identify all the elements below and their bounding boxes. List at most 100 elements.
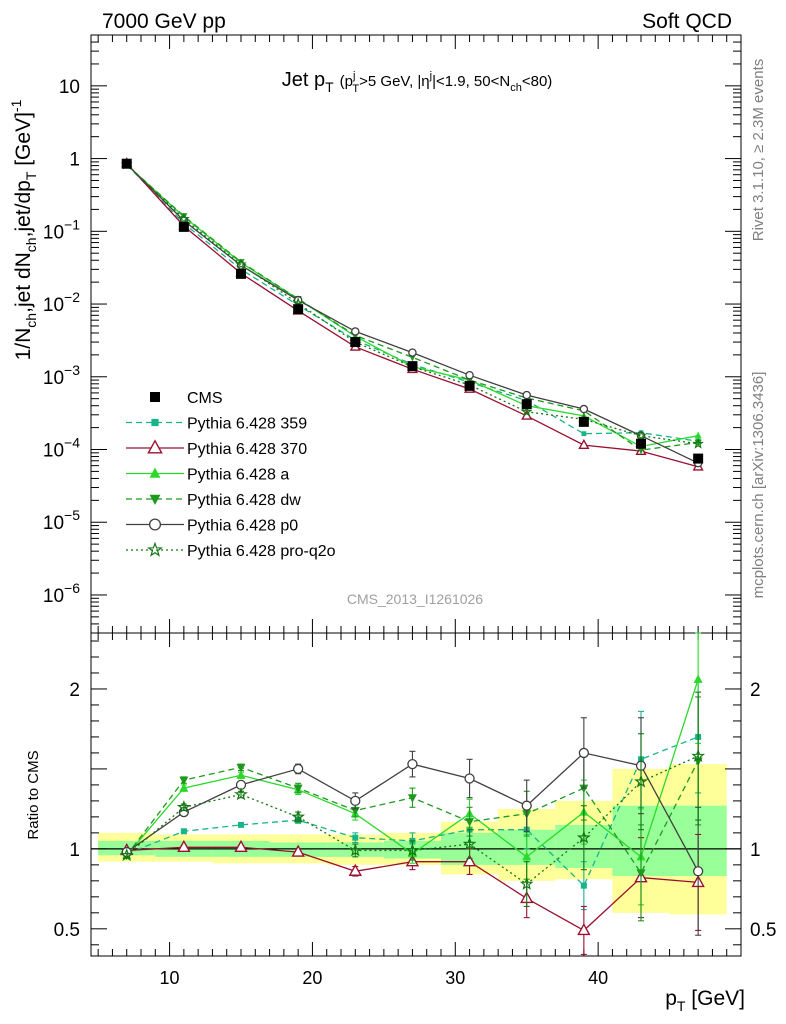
y-title-p3-sub: T [23, 171, 39, 180]
legend-label: Pythia 6.428 p0 [187, 518, 298, 535]
ratio-series-point [576, 830, 591, 844]
legend-label: Pythia 6.428 pro-q2o [187, 543, 336, 560]
ratio-series-point [180, 828, 187, 835]
ratio-y-label: Ratio to CMS [25, 750, 42, 839]
cms-data-point [178, 221, 189, 232]
tick-label-base: 10 [59, 77, 80, 98]
cms-data-point [407, 361, 418, 372]
legend-entry: Pythia 6.428 370 [126, 439, 307, 458]
ratio-series-point [179, 776, 189, 786]
legend-marker [147, 541, 163, 557]
header-left: 7000 GeV pp [102, 10, 226, 33]
main-y-tick-label: 10 [59, 77, 80, 98]
legend-label: Pythia 6.428 370 [187, 441, 307, 458]
x-title-main: p [665, 987, 677, 1010]
tick-label-exponent: −2 [64, 289, 80, 305]
main-series-point [178, 212, 190, 224]
legend-marker [149, 494, 161, 505]
tick-label-base: 10 [43, 513, 64, 534]
main-series-point [694, 431, 702, 439]
legend-entry: Pythia 6.428 p0 [126, 518, 298, 535]
main-series-line [126, 164, 699, 451]
ratio-series-point [352, 834, 359, 841]
ratio-series-point [579, 784, 589, 794]
ratio-series-point [119, 848, 134, 862]
legend-label: Pythia 6.428 a [187, 467, 289, 484]
main-y-tick-label: 1 [69, 150, 80, 171]
main-title-cond-3: |<1.9, 50<N [432, 73, 510, 90]
x-tick-label: 30 [445, 968, 465, 988]
legend-label: Pythia 6.428 359 [187, 416, 307, 433]
y-axis-title: 1/Nch,jet dNch,jet/dpT [GeV]-1 [8, 99, 39, 360]
cms-data-point [236, 268, 246, 279]
ratio-series-point [234, 839, 248, 852]
y-title-p1-sub: ch [23, 313, 39, 328]
ratio-y-tick-label-right: 0.5 [750, 920, 776, 941]
y-title-p2: ,jet dN [12, 252, 35, 313]
ratio-series-point [577, 922, 591, 936]
ratio-series-point [692, 866, 704, 877]
ratio-series-point [177, 839, 191, 852]
cms-data-point [121, 158, 132, 169]
legend-entry: Pythia 6.428 pro-q2o [126, 541, 336, 560]
tick-label-exponent: −4 [64, 435, 80, 451]
tick-label-exponent: −6 [64, 580, 80, 596]
ratio-series-point [291, 809, 306, 823]
ratio-series-point [407, 794, 417, 803]
ratio-series-point [519, 876, 534, 890]
main-series-point [235, 258, 247, 270]
tick-label-base: 10 [43, 586, 64, 607]
main-series-point [581, 431, 587, 437]
main-title-cond-2: >5 GeV, |η [359, 73, 429, 90]
ratio-series-point [693, 674, 703, 683]
legend-entry: Pythia 6.428 a [126, 467, 289, 484]
main-y-tick-label: 10−5 [43, 507, 80, 534]
legend-marker [149, 467, 161, 478]
y-title-p1: 1/N [12, 328, 35, 361]
x-title-sub: T [677, 998, 686, 1014]
ratio-series-point [464, 773, 475, 784]
legend-marker [148, 518, 162, 531]
main-series-point [578, 438, 590, 449]
y-title-p4-sup: -1 [8, 99, 24, 112]
legend-entry: Pythia 6.428 359 [126, 416, 307, 433]
main-series-point [637, 447, 645, 455]
analysis-watermark: CMS_2013_I1261026 [347, 591, 483, 607]
header-right: Soft QCD [642, 10, 732, 33]
main-y-tick-label: 10−1 [43, 216, 80, 243]
x-title-unit: [GeV] [685, 987, 745, 1010]
tick-label-exponent: −1 [64, 216, 80, 232]
ratio-y-tick-label-right: 2 [750, 680, 761, 701]
ratio-series-point [292, 763, 304, 775]
ratio-series-point [176, 800, 191, 814]
cms-data-point [693, 453, 704, 464]
main-y-tick-label: 10−3 [43, 362, 80, 389]
x-tick-label: 40 [588, 968, 608, 988]
main-title-cond-1-sup: j [352, 70, 355, 82]
mcplots-label: mcplots.cern.ch [arXiv:1306.3436] [750, 372, 767, 599]
series-cms-data [121, 158, 704, 464]
y-title-p2-sub: ch [23, 237, 39, 252]
main-title-cond-1: (p [340, 73, 353, 90]
main-y-tick-label: 10−2 [43, 289, 80, 316]
cms-data-point [636, 438, 646, 449]
ratio-y-tick-label-left: 2 [69, 680, 80, 701]
main-title-text: Jet p [282, 69, 325, 91]
ratio-series-point [578, 747, 590, 759]
legend-marker [150, 392, 160, 402]
ratio-series-point [291, 844, 305, 857]
ratio-series-point [462, 836, 477, 850]
cms-data-point [464, 380, 475, 391]
ratio-series-point [636, 869, 646, 878]
ratio-series-point [293, 784, 303, 794]
tick-label-base: 10 [43, 368, 64, 389]
y-title-p4: [GeV] [12, 112, 35, 172]
rivet-label: Rivet 3.1.10, ≥ 2.3M events [750, 59, 767, 242]
main-y-tick-label: 10−6 [43, 580, 80, 607]
ratio-plot-frame [90, 632, 742, 957]
ratio-series-point [521, 800, 532, 811]
ratio-series-point [465, 818, 475, 827]
main-series-point [351, 327, 360, 336]
